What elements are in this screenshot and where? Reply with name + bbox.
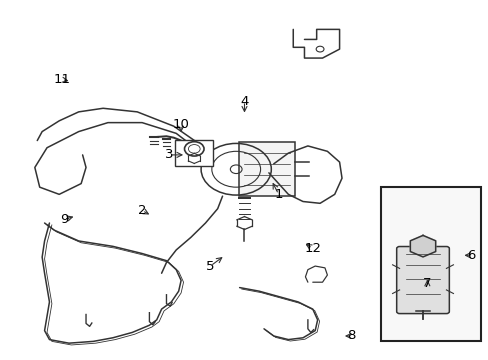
Text: 6: 6 xyxy=(466,249,474,262)
Text: 8: 8 xyxy=(347,329,355,342)
Text: 7: 7 xyxy=(422,278,431,291)
Text: 11: 11 xyxy=(53,73,70,86)
Text: 3: 3 xyxy=(164,148,173,161)
Text: 1: 1 xyxy=(274,188,282,201)
Text: 12: 12 xyxy=(304,242,321,255)
FancyBboxPatch shape xyxy=(396,247,448,314)
Bar xyxy=(175,140,213,166)
Bar xyxy=(413,243,431,250)
Text: 5: 5 xyxy=(206,260,214,273)
Text: 4: 4 xyxy=(240,95,248,108)
Text: 9: 9 xyxy=(60,213,68,226)
Bar xyxy=(380,187,480,341)
Polygon shape xyxy=(409,235,435,257)
Text: 10: 10 xyxy=(172,118,189,131)
Text: 2: 2 xyxy=(138,204,146,217)
Bar xyxy=(238,142,294,196)
